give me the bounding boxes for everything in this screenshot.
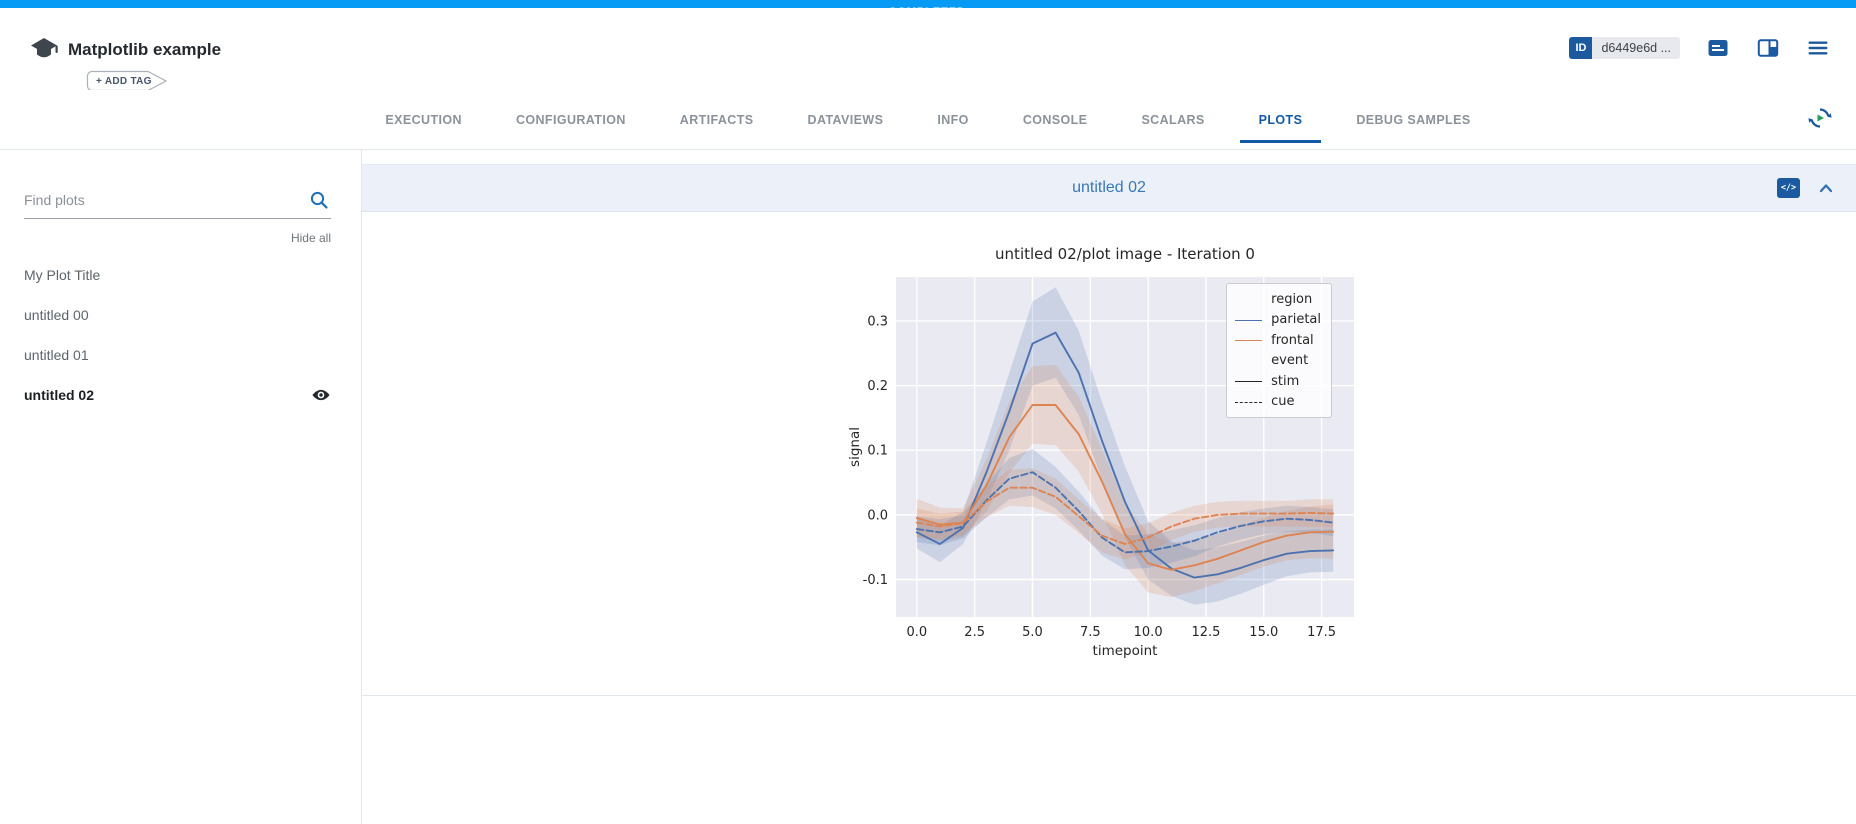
legend-line-sample xyxy=(1235,401,1263,403)
svg-text:0.0: 0.0 xyxy=(906,625,927,640)
svg-text:0.0: 0.0 xyxy=(867,508,888,523)
legend-entry-stim: stim xyxy=(1235,371,1321,392)
svg-text:17.5: 17.5 xyxy=(1307,625,1336,640)
svg-text:7.5: 7.5 xyxy=(1080,625,1101,640)
sidebar-item-my-plot-title[interactable]: My Plot Title xyxy=(24,255,331,295)
add-tag-label: + ADD TAG xyxy=(96,75,152,87)
chart-legend: region parietal frontal event stim cue xyxy=(1226,283,1332,418)
eye-icon[interactable] xyxy=(311,385,331,405)
search-icon xyxy=(309,190,329,215)
menu-button[interactable] xyxy=(1806,36,1830,60)
id-value: d6449e6d ... xyxy=(1592,37,1680,59)
legend-label: region xyxy=(1271,291,1313,307)
tab-configuration[interactable]: CONFIGURATION xyxy=(515,112,626,127)
plot-section-header: untitled 02 </> xyxy=(362,164,1856,212)
svg-text:signal: signal xyxy=(847,427,863,467)
auto-refresh-button[interactable] xyxy=(1806,104,1834,132)
svg-text:0.2: 0.2 xyxy=(867,379,888,394)
sidebar-item-label: untitled 02 xyxy=(24,387,95,403)
chart-title: untitled 02/plot image - Iteration 0 xyxy=(995,245,1255,263)
svg-text:0.3: 0.3 xyxy=(867,314,888,329)
sidebar-item-untitled-02[interactable]: untitled 02 xyxy=(24,375,331,415)
svg-text:10.0: 10.0 xyxy=(1134,625,1163,640)
legend-header-event: event xyxy=(1235,351,1321,372)
tab-plots[interactable]: PLOTS xyxy=(1232,90,1330,149)
id-label: ID xyxy=(1569,37,1593,59)
tab-bar: EXECUTION CONFIGURATION ARTIFACTS DATAVIEWS… xyxy=(0,90,1856,150)
tab-execution[interactable]: EXECUTION xyxy=(385,112,462,127)
legend-label: stim xyxy=(1271,373,1300,389)
tab-info[interactable]: INFO xyxy=(937,112,969,127)
sidebar-item-label: My Plot Title xyxy=(24,267,101,283)
legend-header-region: region xyxy=(1235,289,1321,310)
svg-text:timepoint: timepoint xyxy=(1093,643,1158,659)
sidebar-item-label: untitled 00 xyxy=(24,307,89,323)
matplotlib-figure: untitled 02/plot image - Iteration 0 0.0… xyxy=(844,245,1374,675)
tab-debug-samples[interactable]: DEBUG SAMPLES xyxy=(1356,112,1471,127)
legend-entry-parietal: parietal xyxy=(1235,310,1321,331)
details-panel-button[interactable] xyxy=(1756,36,1780,60)
svg-text:15.0: 15.0 xyxy=(1249,625,1278,640)
sidebar-item-untitled-01[interactable]: untitled 01 xyxy=(24,335,331,375)
plot-image-area: untitled 02/plot image - Iteration 0 0.0… xyxy=(362,245,1856,696)
legend-entry-frontal: frontal xyxy=(1235,330,1321,351)
plots-main-panel: untitled 02 </> untitled 02/plot image -… xyxy=(362,150,1856,824)
collapse-section-button[interactable] xyxy=(1818,182,1834,194)
search-input[interactable] xyxy=(24,188,331,219)
tab-console[interactable]: CONSOLE xyxy=(1022,112,1088,127)
app-header: Matplotlib example + ADD TAG ID d6449e6d… xyxy=(0,8,1856,92)
hide-all-link[interactable]: Hide all xyxy=(290,231,331,245)
svg-text:2.5: 2.5 xyxy=(964,625,985,640)
sidebar-item-label: untitled 01 xyxy=(24,347,89,363)
svg-text:0.1: 0.1 xyxy=(867,444,888,459)
svg-text:5.0: 5.0 xyxy=(1022,625,1043,640)
experiment-title: Matplotlib example xyxy=(68,40,222,59)
add-tag-button[interactable]: + ADD TAG xyxy=(86,70,170,92)
tab-artifacts[interactable]: ARTIFACTS xyxy=(679,112,754,127)
legend-line-sample xyxy=(1235,339,1263,342)
legend-label: event xyxy=(1271,353,1309,369)
legend-label: cue xyxy=(1271,394,1295,410)
tab-scalars[interactable]: SCALARS xyxy=(1141,112,1205,127)
svg-text:12.5: 12.5 xyxy=(1191,625,1220,640)
svg-text:-0.1: -0.1 xyxy=(863,573,888,588)
sidebar-item-untitled-00[interactable]: untitled 00 xyxy=(24,295,331,335)
tab-dataviews[interactable]: DATAVIEWS xyxy=(807,112,884,127)
legend-line-sample xyxy=(1235,380,1263,383)
legend-label: parietal xyxy=(1271,312,1321,328)
experiment-type-icon xyxy=(29,36,59,69)
comments-button[interactable] xyxy=(1706,36,1730,60)
legend-entry-cue: cue xyxy=(1235,392,1321,413)
legend-label: frontal xyxy=(1271,332,1314,348)
plots-sidebar: Hide all My Plot Title untitled 00 untitle… xyxy=(0,150,362,824)
legend-line-sample xyxy=(1235,319,1263,321)
plot-section-title: untitled 02 xyxy=(1072,179,1146,196)
experiment-id-chip[interactable]: ID d6449e6d ... xyxy=(1569,37,1680,59)
embed-code-button[interactable]: </> xyxy=(1777,178,1800,198)
